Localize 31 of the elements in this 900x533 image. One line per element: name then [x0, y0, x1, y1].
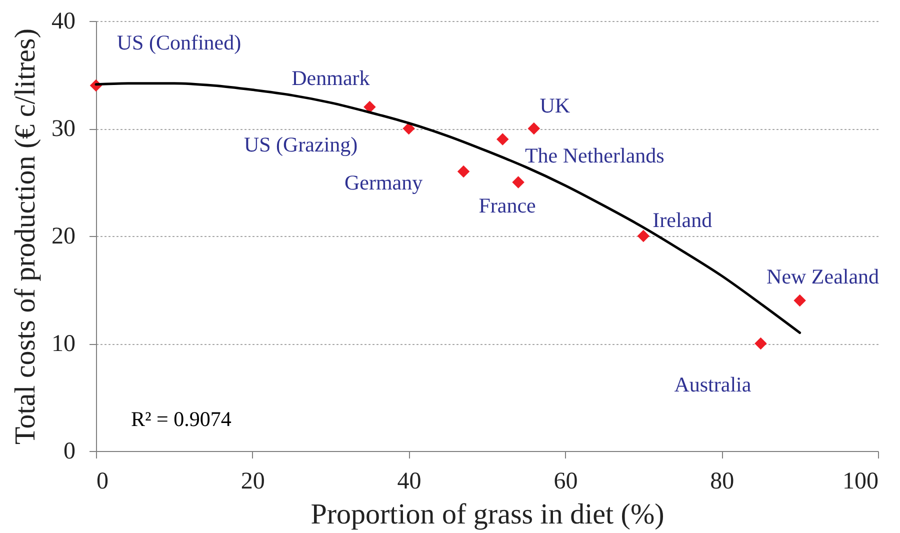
y-tick-label: 10	[52, 331, 76, 357]
x-tick-label: 0	[96, 468, 108, 494]
point	[528, 122, 540, 135]
annotation: US (Confined)	[116, 30, 242, 54]
x-axis-title: Proportion of grass in diet (%)	[310, 498, 664, 530]
y-tick-label: 40	[52, 8, 76, 34]
annotation: US (Grazing)	[244, 132, 358, 156]
annotation: France	[478, 193, 536, 218]
point	[496, 133, 509, 146]
point	[754, 337, 767, 350]
y-axis-title: Total costs of production (€ c/litres)	[10, 28, 42, 444]
x-tick-label: 100	[842, 468, 878, 494]
y-tick-label: 20	[52, 224, 76, 250]
annotation: Denmark	[292, 66, 370, 90]
annotation: Germany	[344, 170, 424, 194]
x-tick-label: 60	[554, 468, 578, 494]
annotation: Ireland	[652, 208, 713, 232]
y-tick-label: 0	[64, 438, 76, 464]
point	[637, 230, 650, 242]
annotation: R² = 0.9074	[131, 407, 232, 431]
annotation: The Netherlands	[524, 143, 664, 168]
x-tick-label: 40	[397, 468, 422, 494]
annotation: Australia	[674, 372, 752, 396]
point	[794, 294, 806, 307]
x-tick-label: 80	[710, 468, 734, 494]
point	[457, 165, 470, 178]
y-tick-label: 30	[52, 116, 76, 142]
annotation: UK	[540, 94, 570, 118]
point	[512, 176, 524, 188]
annotation: New Zealand	[766, 264, 880, 288]
x-tick-label: 20	[240, 468, 265, 494]
